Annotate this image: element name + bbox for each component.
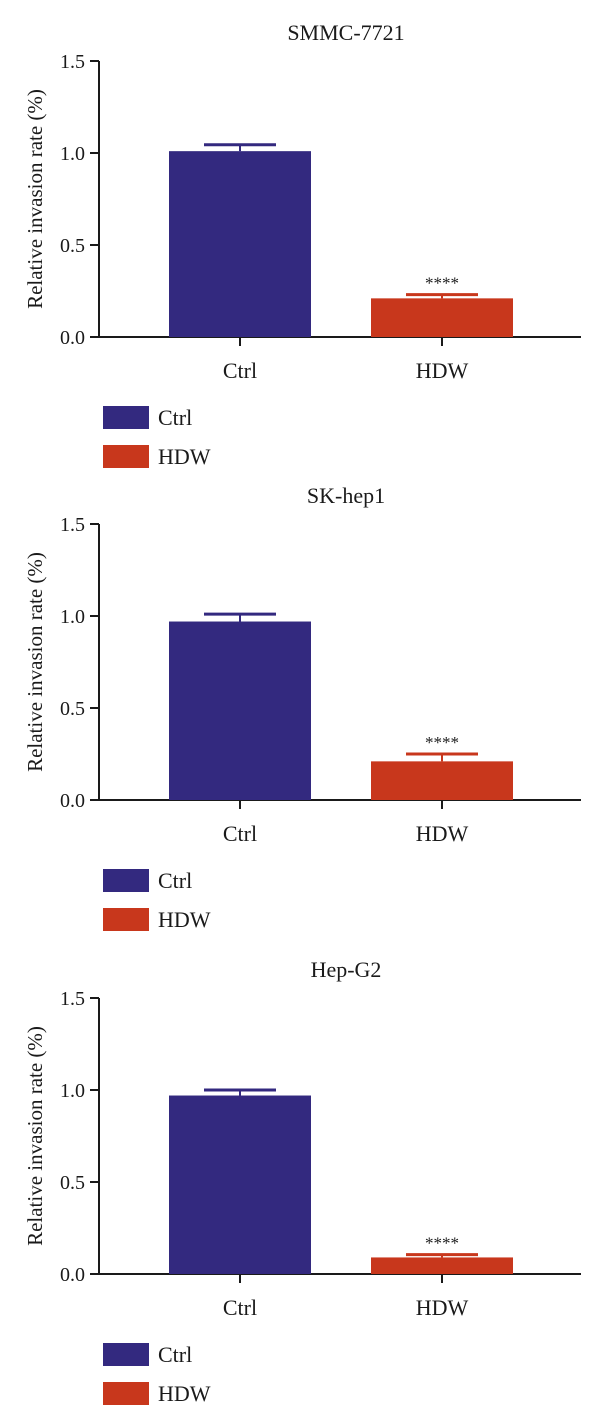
y-tick-label: 0.5 <box>60 235 85 257</box>
bar-ctrl <box>169 621 311 800</box>
y-tick-label: 1.5 <box>60 988 85 1010</box>
legend-swatch-hdw <box>103 908 149 931</box>
legend-swatch-ctrl <box>103 869 149 892</box>
y-tick-label: 1.0 <box>60 606 85 628</box>
y-tick-label: 0.5 <box>60 698 85 720</box>
legend-label: Ctrl <box>158 868 192 893</box>
chart-title: Hep-G2 <box>311 957 382 982</box>
x-tick-label: Ctrl <box>223 1295 257 1320</box>
y-tick-label: 0.0 <box>60 327 85 349</box>
bar-hdw <box>371 1257 513 1274</box>
legend-label: HDW <box>158 907 211 932</box>
x-tick-label: HDW <box>416 358 469 383</box>
legend-label: Ctrl <box>158 1342 192 1367</box>
y-axis-label: Relative invasion rate (%) <box>23 89 47 309</box>
y-tick-label: 0.0 <box>60 790 85 812</box>
legend-label: Ctrl <box>158 405 192 430</box>
legend-label: HDW <box>158 444 211 469</box>
chart-panel-2: SK-hep1 Relative invasion rate (%) 0.0 0.5 1… <box>23 483 581 932</box>
legend-swatch-hdw <box>103 1382 149 1405</box>
y-tick-label: 0.0 <box>60 1264 85 1286</box>
significance-label: **** <box>425 733 459 752</box>
chart-panel-1: SMMC-7721 Relative invasion rate (%) 0.0 0.… <box>23 20 581 469</box>
bar-ctrl <box>169 1095 311 1274</box>
x-tick-label: Ctrl <box>223 358 257 383</box>
x-tick-label: HDW <box>416 1295 469 1320</box>
x-tick-label: HDW <box>416 821 469 846</box>
bar-hdw <box>371 761 513 800</box>
chart-panel-3: Hep-G2 Relative invasion rate (%) 0.0 0.5 1.… <box>23 957 581 1406</box>
x-tick-label: Ctrl <box>223 821 257 846</box>
y-tick-label: 1.5 <box>60 514 85 536</box>
legend-label: HDW <box>158 1381 211 1406</box>
legend-swatch-hdw <box>103 445 149 468</box>
y-tick-label: 1.5 <box>60 51 85 73</box>
significance-label: **** <box>425 274 459 293</box>
bar-hdw <box>371 298 513 337</box>
chart-title: SMMC-7721 <box>287 20 404 45</box>
y-axis-label: Relative invasion rate (%) <box>23 552 47 772</box>
y-tick-label: 1.0 <box>60 143 85 165</box>
y-tick-label: 0.5 <box>60 1172 85 1194</box>
y-axis-label: Relative invasion rate (%) <box>23 1026 47 1246</box>
legend-swatch-ctrl <box>103 406 149 429</box>
bar-ctrl <box>169 151 311 337</box>
legend-swatch-ctrl <box>103 1343 149 1366</box>
y-tick-label: 1.0 <box>60 1080 85 1102</box>
chart-title: SK-hep1 <box>307 483 385 508</box>
significance-label: **** <box>425 1234 459 1253</box>
